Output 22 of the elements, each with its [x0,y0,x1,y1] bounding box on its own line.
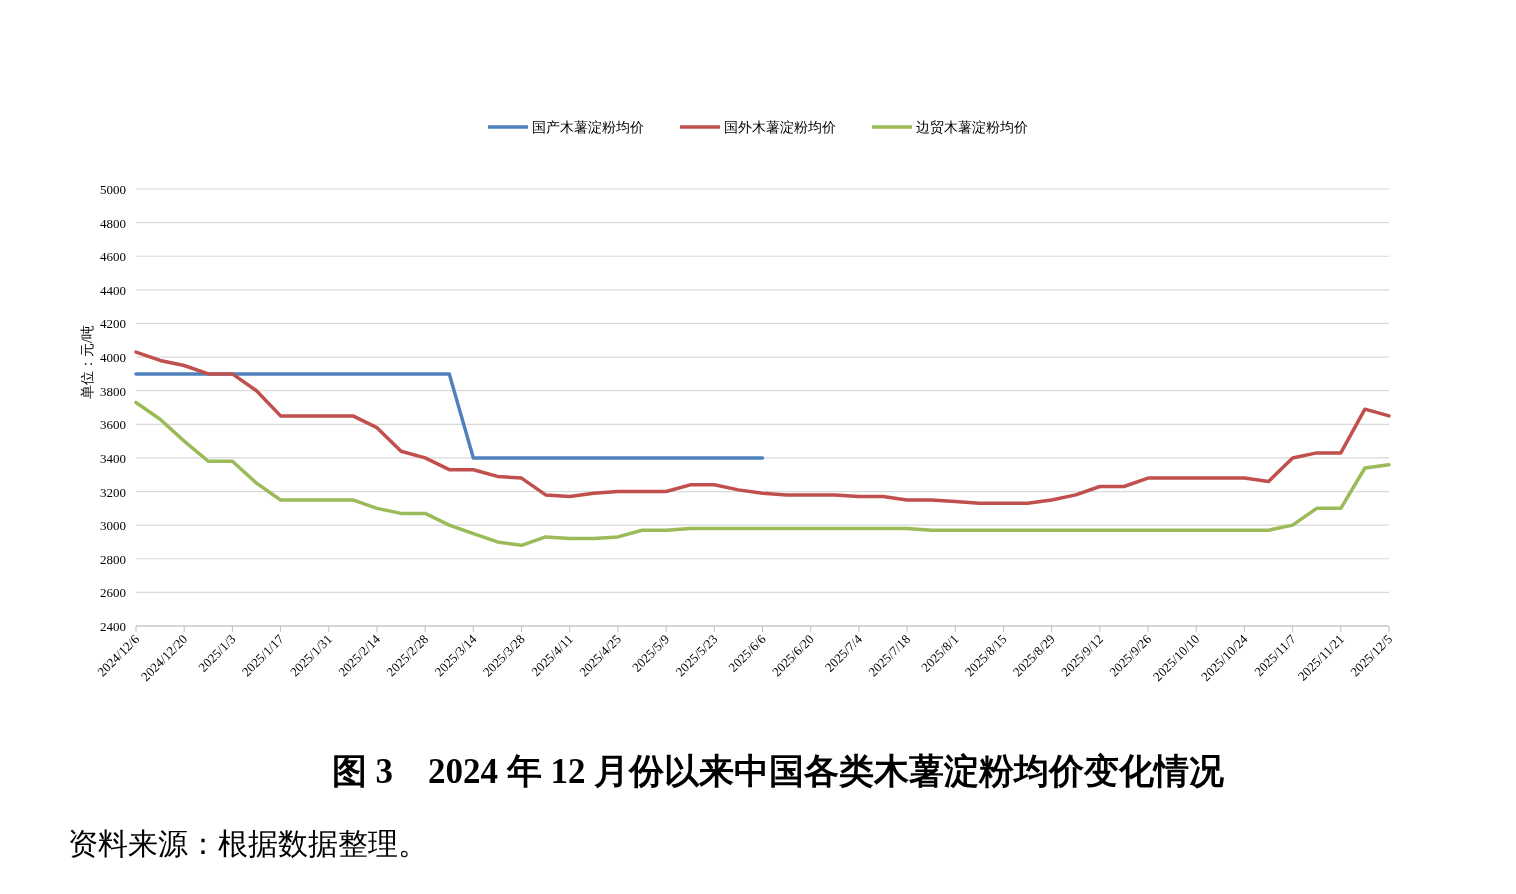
legend-label: 国外木薯淀粉均价 [724,120,836,135]
y-tick-label: 3800 [100,383,126,399]
text: 资料来源：根据数据整理。 [68,827,428,860]
line-series [134,400,1391,548]
y-tick-label: 2800 [100,551,126,567]
y-tick-label: 5000 [100,182,126,197]
y-tick-label: 3400 [100,450,126,466]
y-tick-label: 3600 [100,417,126,433]
y-tick-label: 4000 [100,350,126,366]
text: 图 3 2024 年 12 月份以来中国各类木薯淀粉均价变化情况 [331,752,1225,791]
y-tick-label: 3200 [100,484,126,500]
legend-label: 边贸木薯淀粉均价 [916,120,1028,135]
y-tick-label: 4200 [100,316,126,332]
y-tick-label: 3000 [100,518,126,534]
legend-label: 国产木薯淀粉均价 [532,120,644,135]
line-series [134,350,1391,506]
y-tick-label: 4600 [100,249,126,265]
y-tick-label: 4400 [100,282,126,298]
y-tick-label: 2400 [100,619,126,634]
y-axis-title: 单位：元/吨 [80,325,95,399]
y-tick-label: 4800 [100,215,126,231]
y-tick-label: 2600 [100,585,126,601]
